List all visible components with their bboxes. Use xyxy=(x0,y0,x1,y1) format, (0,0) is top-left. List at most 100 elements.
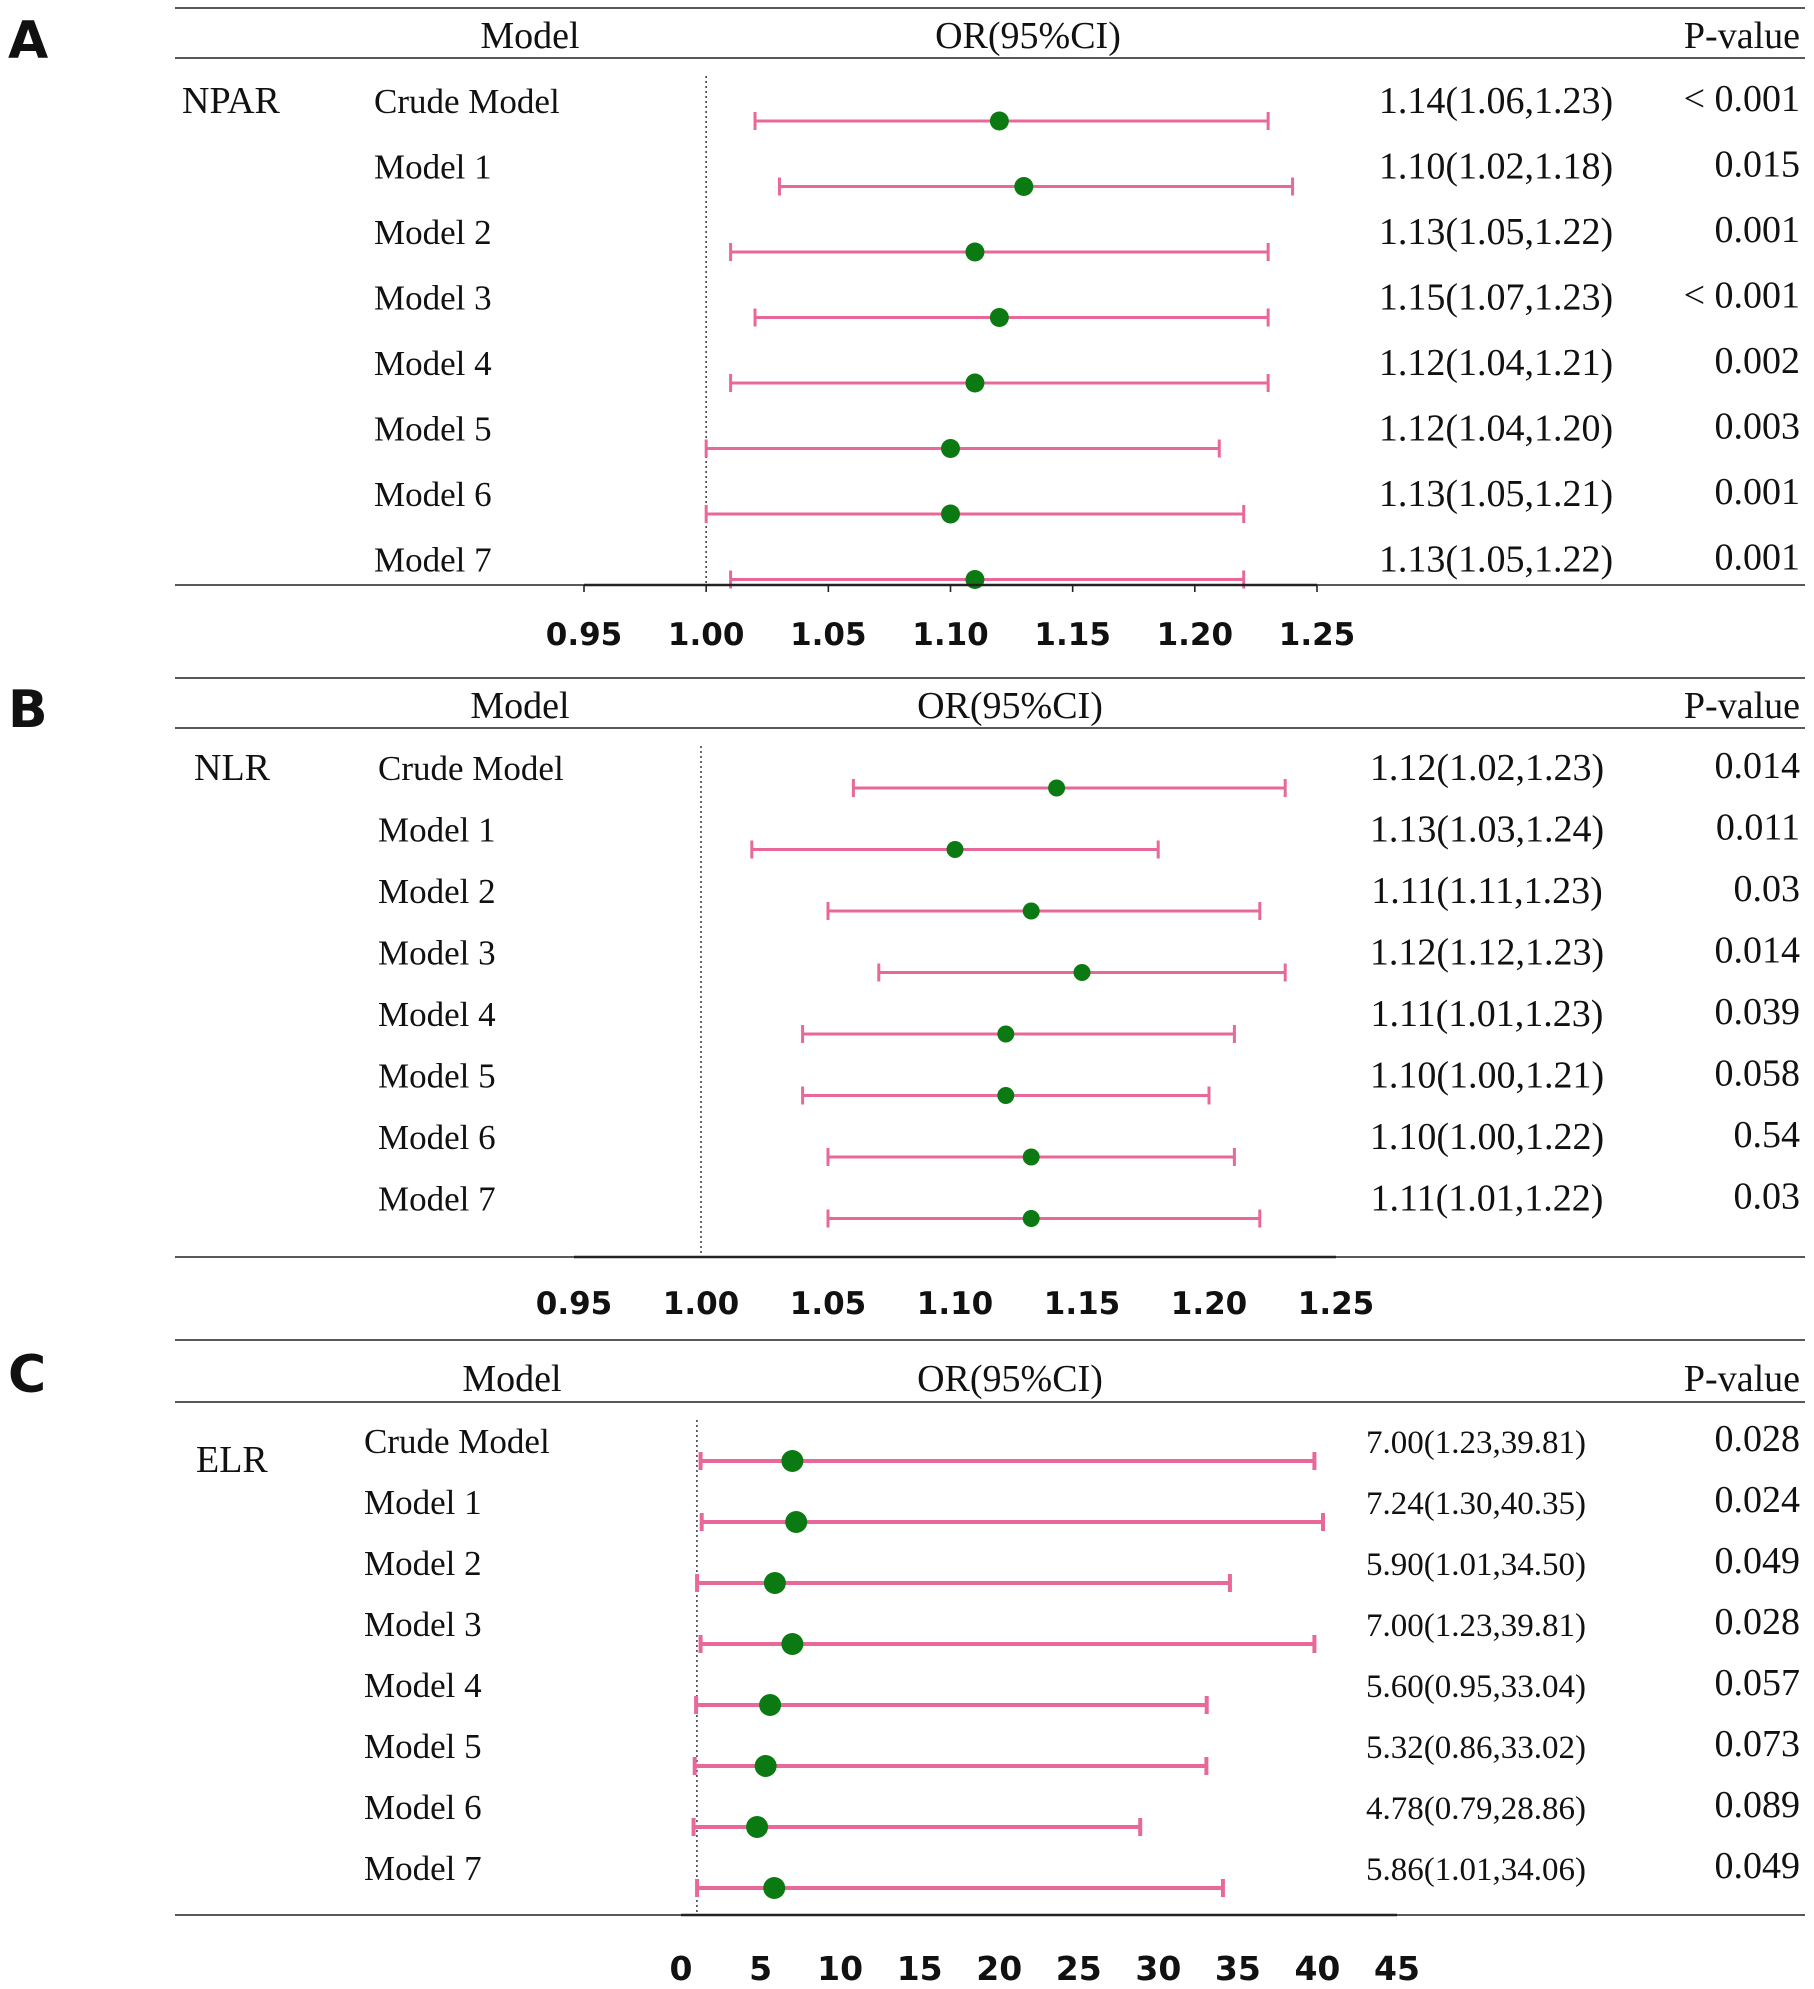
p-value: 0.015 xyxy=(1715,144,1801,186)
x-axis: 0 5 10 15 20 25 30 35 40 45 xyxy=(670,1913,1420,1988)
panel-label: A xyxy=(8,11,48,71)
table-row: Crude Model 1.14(1.06,1.23) < 0.001 xyxy=(374,78,1800,131)
model-label: Model 3 xyxy=(378,934,496,973)
or-ci-value: 1.10(1.00,1.21) xyxy=(1370,1055,1604,1097)
p-value: 0.011 xyxy=(1716,807,1800,849)
table-row: Model 1 1.13(1.03,1.24) 0.011 xyxy=(378,807,1800,859)
x-tick-label: 1.05 xyxy=(790,617,867,653)
p-value: 0.002 xyxy=(1715,340,1801,382)
point-estimate xyxy=(785,1511,808,1533)
table-row: Model 3 1.12(1.12,1.23) 0.014 xyxy=(378,930,1800,982)
point-estimate xyxy=(746,1816,769,1838)
x-tick-label: 1.15 xyxy=(1044,1286,1121,1322)
header-or-ci: OR(95%CI) xyxy=(917,1358,1103,1400)
or-ci-value: 1.11(1.01,1.23) xyxy=(1371,993,1604,1035)
table-row: Model 1 1.10(1.02,1.18) 0.015 xyxy=(374,144,1801,196)
x-tick-label: 45 xyxy=(1374,1949,1420,1988)
point-estimate xyxy=(1022,902,1040,920)
p-value: 0.024 xyxy=(1715,1479,1801,1521)
table-row: Crude Model 1.12(1.02,1.23) 0.014 xyxy=(378,745,1800,797)
x-tick-label: 40 xyxy=(1294,1949,1340,1988)
p-value: 0.03 xyxy=(1734,1176,1801,1218)
table-row: Model 5 5.32(0.86,33.02) 0.073 xyxy=(364,1723,1800,1777)
or-ci-value: 5.60(0.95,33.04) xyxy=(1366,1669,1586,1705)
model-label: Model 7 xyxy=(374,541,492,580)
p-value: 0.028 xyxy=(1715,1601,1801,1643)
model-label: Model 4 xyxy=(378,995,496,1034)
x-tick-label: 10 xyxy=(817,1949,863,1988)
header-model: Model xyxy=(470,685,569,727)
model-label: Model 6 xyxy=(378,1118,496,1157)
x-tick-label: 1.00 xyxy=(663,1286,740,1322)
x-tick-label: 1.00 xyxy=(668,617,745,653)
table-row: Model 7 1.13(1.05,1.22) 0.001 xyxy=(374,537,1800,589)
x-tick-label: 1.20 xyxy=(1171,1286,1248,1322)
point-estimate xyxy=(941,439,960,458)
point-estimate xyxy=(989,308,1009,327)
point-estimate xyxy=(997,1087,1015,1104)
point-estimate xyxy=(759,1694,782,1716)
p-value: 0.073 xyxy=(1715,1723,1801,1765)
table-row: Model 4 5.60(0.95,33.04) 0.057 xyxy=(364,1662,1800,1716)
or-ci-value: 1.13(1.05,1.22) xyxy=(1379,539,1613,581)
or-ci-value: 1.13(1.05,1.21) xyxy=(1379,473,1613,515)
model-label: Model 4 xyxy=(374,344,492,383)
p-value: 0.028 xyxy=(1715,1418,1801,1460)
x-tick-label: 0 xyxy=(670,1949,693,1988)
p-value: 0.049 xyxy=(1715,1845,1801,1887)
p-value: 0.001 xyxy=(1715,209,1801,251)
or-ci-value: 1.10(1.02,1.18) xyxy=(1379,146,1613,188)
p-value: 0.058 xyxy=(1715,1053,1801,1095)
header-p-value: P-value xyxy=(1684,15,1800,57)
or-ci-value: 1.11(1.01,1.22) xyxy=(1371,1178,1604,1220)
or-ci-value: 1.13(1.03,1.24) xyxy=(1370,809,1604,851)
x-tick-label: 35 xyxy=(1215,1949,1261,1988)
table-row: Model 7 5.86(1.01,34.06) 0.049 xyxy=(364,1845,1800,1899)
p-value: 0.54 xyxy=(1734,1114,1801,1156)
model-label: Model 1 xyxy=(378,811,496,850)
forest-panel-b: B Model OR(95%CI) P-value NLR Crude Model 1.12… xyxy=(8,677,1805,1322)
p-value: 0.039 xyxy=(1715,991,1801,1033)
or-ci-value: 1.12(1.12,1.23) xyxy=(1370,932,1604,974)
panel-label: C xyxy=(8,1345,46,1405)
model-label: Model 4 xyxy=(364,1666,482,1705)
model-label: Model 1 xyxy=(374,148,492,187)
x-tick-label: 1.10 xyxy=(917,1286,994,1322)
header-model: Model xyxy=(480,15,579,57)
x-tick-label: 1.15 xyxy=(1034,617,1111,653)
point-estimate xyxy=(997,1025,1015,1043)
header-model: Model xyxy=(462,1358,561,1400)
x-tick-label: 5 xyxy=(749,1949,772,1988)
x-tick-label: 0.95 xyxy=(536,1286,613,1322)
or-ci-value: 7.24(1.30,40.35) xyxy=(1366,1486,1586,1522)
table-row: Model 2 5.90(1.01,34.50) 0.049 xyxy=(364,1540,1800,1594)
point-estimate xyxy=(965,373,985,393)
table-row: Model 3 1.15(1.07,1.23) < 0.001 xyxy=(374,275,1800,327)
model-label: Model 6 xyxy=(374,475,492,514)
model-label: Model 5 xyxy=(364,1727,482,1766)
header-p-value: P-value xyxy=(1684,685,1800,727)
panel-label: B xyxy=(8,680,48,740)
or-ci-value: 1.10(1.00,1.22) xyxy=(1370,1116,1604,1158)
or-ci-value: 1.11(1.11,1.23) xyxy=(1371,870,1603,912)
table-row: Model 7 1.11(1.01,1.22) 0.03 xyxy=(378,1176,1800,1228)
or-ci-value: 5.32(0.86,33.02) xyxy=(1366,1730,1586,1766)
table-row: Model 6 1.13(1.05,1.21) 0.001 xyxy=(374,471,1800,524)
model-label: Model 1 xyxy=(364,1483,482,1522)
p-value: 0.014 xyxy=(1715,930,1801,972)
x-tick-label: 30 xyxy=(1135,1949,1181,1988)
point-estimate xyxy=(781,1633,804,1655)
p-value: < 0.001 xyxy=(1684,275,1800,317)
model-label: Crude Model xyxy=(374,82,560,121)
x-tick-label: 20 xyxy=(976,1949,1022,1988)
table-row: Model 5 1.10(1.00,1.21) 0.058 xyxy=(378,1053,1800,1105)
table-row: Model 4 1.11(1.01,1.23) 0.039 xyxy=(378,991,1800,1043)
forest-panel-c: C Model OR(95%CI) P-value ELR Crude Model 7.00… xyxy=(8,1339,1805,1988)
p-value: < 0.001 xyxy=(1684,78,1800,120)
or-ci-value: 1.15(1.07,1.23) xyxy=(1379,277,1613,319)
or-ci-value: 1.12(1.02,1.23) xyxy=(1370,747,1604,789)
or-ci-value: 1.13(1.05,1.22) xyxy=(1379,211,1613,253)
or-ci-value: 4.78(0.79,28.86) xyxy=(1366,1791,1586,1827)
variable-label: NLR xyxy=(194,747,271,789)
point-estimate xyxy=(946,841,964,858)
